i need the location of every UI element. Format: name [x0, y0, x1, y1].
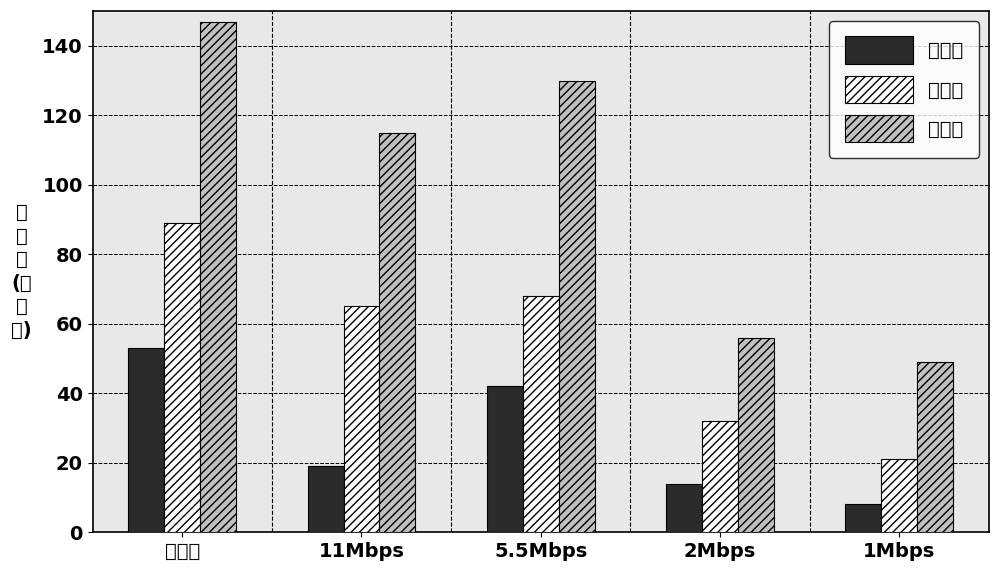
- Bar: [379, 133, 415, 532]
- Bar: [487, 386, 523, 532]
- Bar: [128, 348, 164, 532]
- Bar: [559, 81, 595, 532]
- Bar: [666, 483, 702, 532]
- Bar: [344, 307, 379, 532]
- Bar: [738, 337, 774, 532]
- Bar: [200, 22, 236, 532]
- Bar: [917, 362, 953, 532]
- Bar: [702, 421, 738, 532]
- Y-axis label: 吞
吐
量
(包
／
秒): 吞 吐 量 (包 ／ 秒): [11, 204, 32, 340]
- Bar: [845, 505, 881, 532]
- Bar: [523, 296, 559, 532]
- Bar: [164, 223, 200, 532]
- Legend: 最小値, 平均値, 最大値: 最小値, 平均値, 最大値: [829, 21, 979, 158]
- Bar: [308, 466, 344, 532]
- Bar: [881, 459, 917, 532]
